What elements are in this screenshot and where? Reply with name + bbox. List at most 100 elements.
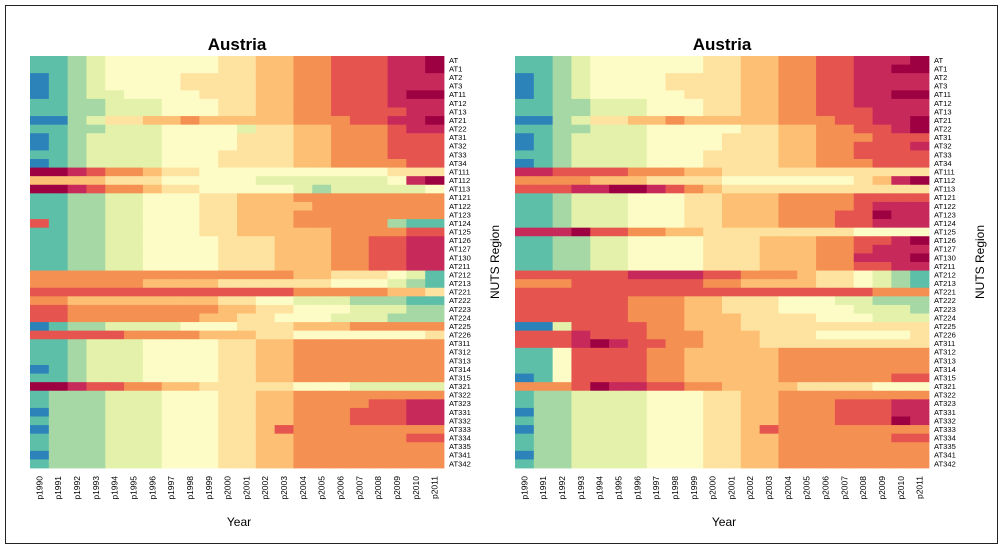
heatmap-cell — [105, 167, 125, 177]
heatmap-cell — [722, 459, 742, 469]
heatmap-cell — [30, 98, 50, 108]
heatmap-cell — [533, 159, 554, 168]
heatmap-cell — [86, 399, 106, 409]
heatmap-cell — [331, 64, 351, 74]
heatmap-cell — [161, 313, 181, 323]
heatmap-cell — [552, 365, 572, 374]
heatmap-cell — [816, 167, 836, 177]
heatmap-cell — [646, 227, 666, 237]
heatmap-cell — [105, 270, 125, 280]
heatmap-cell — [425, 407, 445, 417]
heatmap-cell — [48, 236, 69, 246]
heatmap-cell — [387, 124, 407, 134]
heatmap-cell — [48, 201, 69, 211]
heatmap-cell — [180, 365, 200, 374]
heatmap-cell — [627, 236, 648, 246]
heatmap-cell — [124, 373, 144, 383]
heatmap-cell — [161, 279, 181, 289]
heatmap-cell — [910, 287, 930, 297]
heatmap-cell — [387, 279, 407, 289]
heatmap-cell — [853, 433, 873, 443]
heatmap-cell — [105, 304, 125, 314]
heatmap-cell — [161, 296, 181, 306]
heatmap-cell — [609, 399, 629, 409]
x-tick-label: p2010 — [411, 476, 421, 500]
heatmap-cell — [293, 107, 313, 117]
heatmap-cell — [722, 399, 742, 409]
heatmap-cell — [312, 201, 332, 211]
heatmap-cell — [891, 339, 911, 349]
heatmap-cell — [722, 219, 742, 229]
heatmap-cell — [387, 339, 407, 349]
heatmap-cell — [590, 270, 610, 280]
heatmap-cell — [124, 433, 144, 443]
y-tick-label: AT112 — [449, 176, 470, 185]
heatmap-cell — [180, 262, 200, 271]
heatmap-cell — [571, 330, 591, 340]
heatmap-cell — [759, 107, 779, 117]
heatmap-cell — [293, 347, 313, 357]
heatmap-cell — [237, 425, 257, 435]
heatmap-cell — [740, 390, 761, 400]
heatmap-cell — [797, 236, 817, 246]
y-tick-label: AT331 — [449, 408, 471, 417]
heatmap-cell — [646, 450, 666, 460]
heatmap-cell — [199, 270, 219, 280]
heatmap-cell — [722, 201, 742, 211]
heatmap-cell — [816, 244, 836, 254]
heatmap-cell — [533, 425, 554, 435]
heatmap-cell — [646, 236, 666, 246]
heatmap-cell — [834, 81, 855, 91]
heatmap-cell — [274, 270, 294, 280]
heatmap-cell — [684, 347, 704, 357]
heatmap-cell — [816, 90, 836, 100]
heatmap-cell — [834, 253, 855, 263]
heatmap-cell — [797, 365, 817, 374]
heatmap-cell — [48, 73, 69, 83]
heatmap-cell — [124, 124, 144, 134]
heatmap-cell — [533, 56, 554, 65]
heatmap-cell — [274, 442, 294, 452]
heatmap-cell — [684, 330, 704, 340]
heatmap-cell — [274, 339, 294, 349]
heatmap-cell — [515, 64, 535, 74]
heatmap-cell — [515, 141, 535, 151]
heatmap-cell — [722, 116, 742, 126]
heatmap-cell — [872, 270, 892, 280]
heatmap-cell — [105, 201, 125, 211]
heatmap-cell — [816, 116, 836, 126]
heatmap-cell — [255, 262, 276, 271]
y-tick-label: AT212 — [934, 270, 956, 279]
heatmap-cell — [533, 81, 554, 91]
heatmap-cell — [665, 90, 685, 100]
heatmap-cell — [834, 270, 855, 280]
x-tick-label: p2011 — [430, 476, 440, 499]
heatmap-cell — [48, 373, 69, 383]
heatmap-cell — [816, 184, 836, 194]
heatmap-cell — [180, 107, 200, 117]
heatmap-cell — [609, 98, 629, 108]
heatmap-cell — [368, 201, 388, 211]
heatmap-cell — [515, 201, 535, 211]
heatmap-cell — [387, 365, 407, 374]
heatmap-cell — [759, 236, 779, 246]
heatmap-cell — [759, 450, 779, 460]
heatmap-cell — [590, 459, 610, 469]
heatmap-cell — [406, 193, 426, 203]
heatmap-cell — [609, 64, 629, 74]
y-tick-label: AT22 — [934, 125, 952, 134]
heatmap-cell — [740, 287, 761, 297]
heatmap-cell — [425, 107, 445, 117]
heatmap-cell — [665, 98, 685, 108]
heatmap-cell — [124, 322, 144, 332]
heatmap-cell — [387, 304, 407, 314]
heatmap-cell — [331, 416, 351, 426]
heatmap-cell — [609, 253, 629, 263]
heatmap-cell — [740, 407, 761, 417]
heatmap-cell — [161, 347, 181, 357]
heatmap-cell — [571, 227, 591, 237]
heatmap-cell — [368, 219, 388, 229]
heatmap-cell — [872, 81, 892, 91]
heatmap-cell — [665, 124, 685, 134]
heatmap-cell — [571, 322, 591, 332]
